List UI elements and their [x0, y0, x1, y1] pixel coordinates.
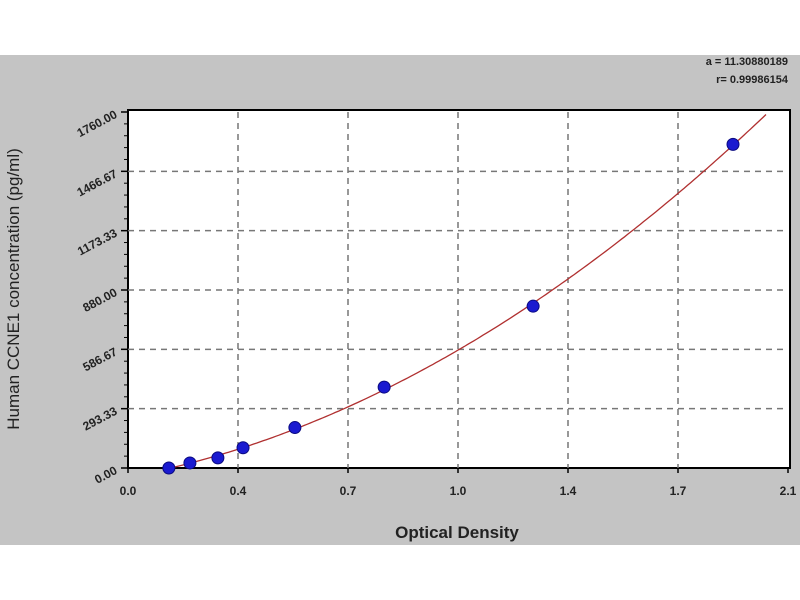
data-point [377, 380, 391, 394]
data-point [162, 461, 176, 475]
y-tick-label: 293.33 [80, 404, 119, 434]
data-point [526, 299, 540, 313]
y-tick-label: 0.00 [92, 463, 119, 486]
x-tick-label: 1.7 [670, 484, 687, 498]
y-tick-label: 880.00 [80, 285, 119, 315]
x-axis-label: Optical Density [395, 523, 519, 542]
y-tick-label: 586.67 [80, 344, 119, 374]
data-point [288, 421, 302, 435]
y-tick-label: 1466.67 [75, 166, 120, 199]
x-tick-label: 1.0 [450, 484, 467, 498]
x-tick-label: 0.7 [340, 484, 357, 498]
x-tick-label: 1.4 [560, 484, 577, 498]
x-tick-label: 0.4 [230, 484, 247, 498]
y-tick-label: 1760.00 [75, 107, 120, 140]
data-point [726, 137, 740, 151]
fit-parameter-a: a = 11.30880189 [705, 56, 788, 68]
data-point [211, 451, 225, 465]
x-tick-label: 0.0 [120, 484, 137, 498]
data-point [183, 456, 197, 470]
plot-area [127, 109, 791, 469]
fit-curve [171, 114, 767, 469]
y-axis-label: Human CCNE1 concentration (pg/ml) [4, 148, 23, 430]
y-tick-label: 1173.33 [75, 226, 120, 259]
fit-parameter-r: r= 0.99986154 [716, 74, 788, 86]
data-point [236, 441, 250, 455]
x-tick-label: 2.1 [780, 484, 797, 498]
